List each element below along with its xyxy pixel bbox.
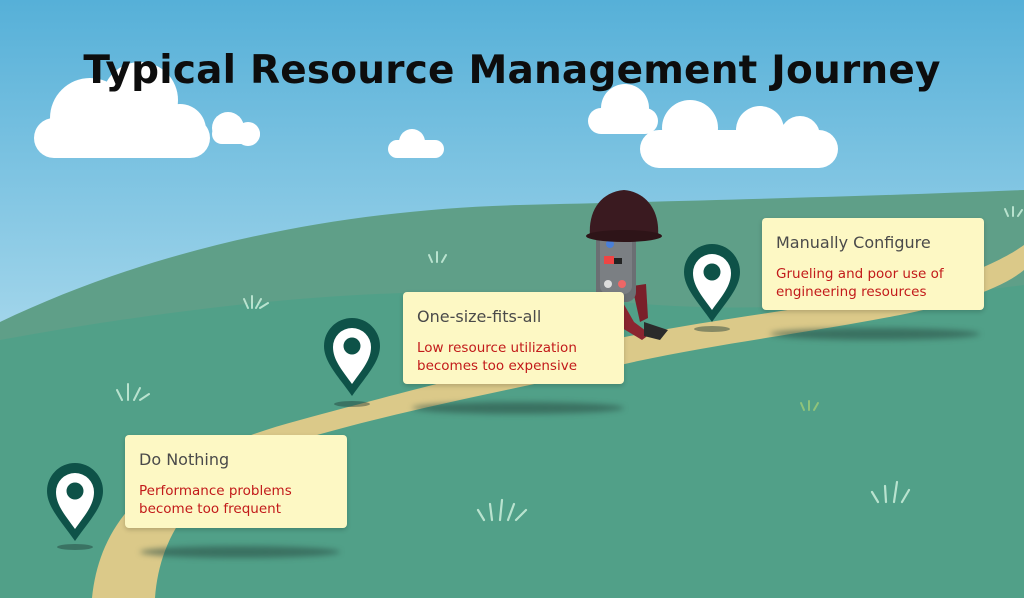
stage-description: Performance problems become too frequent [139, 482, 333, 518]
stage-card-manually-configure: Manually Configure Grueling and poor use… [762, 218, 984, 310]
cloud-icon [34, 62, 260, 158]
stage-description: Grueling and poor use of engineering res… [776, 265, 970, 301]
grass-tuft-icon [1004, 206, 1023, 217]
stage-description-line: engineering resources [776, 284, 927, 300]
location-pin-icon [324, 318, 380, 396]
card-shadow [412, 402, 624, 414]
card-shadow [140, 546, 340, 558]
stage-description-line: becomes too expensive [417, 358, 578, 374]
stage-card-one-size-fits-all: One-size-fits-all Low resource utilizati… [403, 292, 624, 384]
grass-tuft-icon [800, 400, 819, 411]
grass-tuft-icon [428, 251, 447, 263]
stage-description-line: Performance problems [139, 483, 292, 499]
cloud-icon [388, 129, 444, 158]
stage-title: Do Nothing [139, 450, 230, 469]
grass-tuft-icon [870, 480, 911, 504]
grass-tuft-icon [476, 498, 528, 522]
stage-description-line: Low resource utilization [417, 340, 577, 356]
cloud-icon [588, 84, 838, 168]
grass-tuft-icon [116, 383, 150, 401]
location-pin-icon [47, 463, 103, 541]
page-title: Typical Resource Management Journey [83, 48, 941, 93]
location-pin-icon [684, 244, 740, 322]
stage-description-line: Grueling and poor use of [776, 266, 944, 282]
stage-description: Low resource utilization becomes too exp… [417, 339, 610, 375]
grass-tuft-icon [243, 295, 269, 309]
stage-title: One-size-fits-all [417, 307, 542, 326]
stage-title: Manually Configure [776, 233, 931, 252]
card-shadow [770, 328, 980, 340]
stage-card-do-nothing: Do Nothing Performance problems become t… [125, 435, 347, 528]
stage-description-line: become too frequent [139, 501, 282, 517]
